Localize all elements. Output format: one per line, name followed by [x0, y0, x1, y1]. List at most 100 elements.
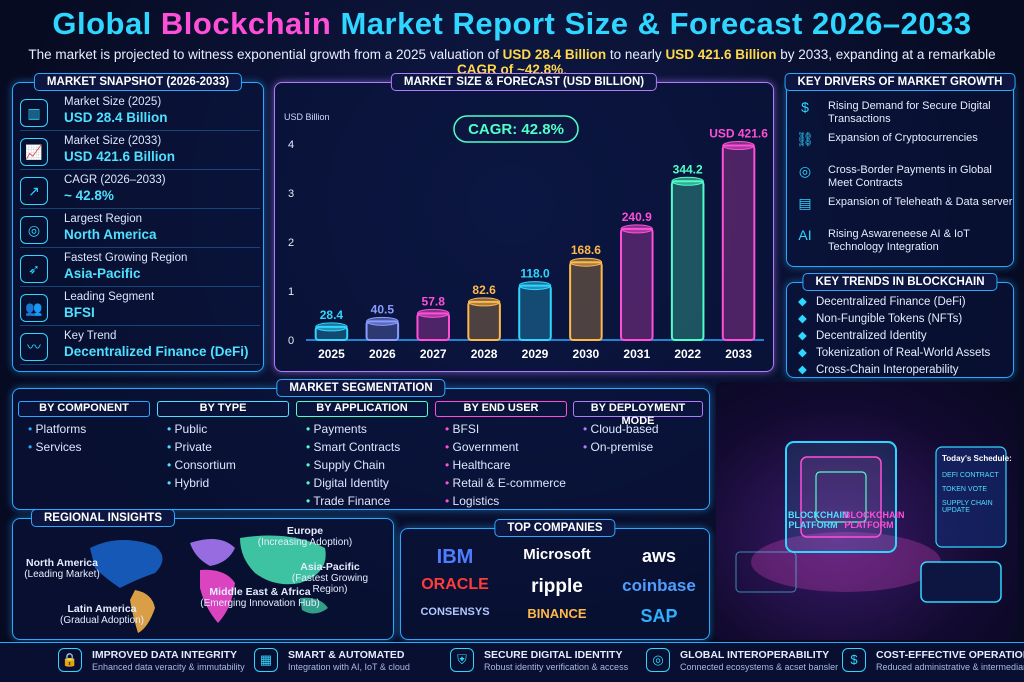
- title-global: Global: [52, 6, 152, 41]
- company-logo: SAP: [640, 606, 678, 626]
- trend-text: Decentralized Finance (DeFi): [816, 296, 966, 308]
- region-label: North America (Leading Market): [22, 558, 102, 581]
- snapshot-item: ➶ Fastest Growing Region Asia-Pacific: [20, 251, 260, 287]
- server-icon: ▤: [798, 195, 812, 211]
- x-tick-label: 2029: [522, 347, 549, 361]
- snapshot-item: ◎ Largest Region North America: [20, 212, 260, 248]
- feature-desc: Integration with AI, IoT & cloud: [288, 662, 410, 672]
- hero-svg: [735, 441, 1007, 603]
- region-label: Latin America (Gradual Adoption): [52, 603, 152, 627]
- segment-item: • Hybrid: [167, 474, 209, 492]
- subtitle-value-2025: USD 28.4 Billion: [502, 47, 607, 62]
- bar-value-label: 240.9: [622, 210, 652, 224]
- region-note: (Fastest Growing Region): [291, 573, 369, 595]
- trend-item: ◆ Decentralized Finance (DeFi): [798, 294, 966, 310]
- segment-item-text: Cloud-based: [590, 422, 659, 436]
- subtitle-value-2033: USD 421.6 Billion: [665, 47, 777, 62]
- dollar-icon: $: [842, 648, 866, 672]
- cagr-badge: [453, 115, 579, 143]
- segment-item-text: On-premise: [590, 440, 654, 454]
- feature-title: GLOBAL INTEROPERABILITY: [680, 649, 830, 661]
- segment-header: BY END USER: [435, 401, 567, 417]
- shield-icon: ⛨: [450, 648, 474, 672]
- segment-item: • Consortium: [167, 456, 236, 474]
- users-icon: 👥: [20, 294, 48, 322]
- y-tick-label: 2: [288, 237, 294, 249]
- bar: [518, 284, 552, 342]
- snapshot-label: Market Size (2033): [64, 135, 162, 147]
- regional-title: REGIONAL INSIGHTS: [31, 509, 175, 527]
- trend-text: Decentralized Identity: [816, 330, 927, 342]
- driver-text: Expansion of Teleheath & Data server: [828, 196, 1013, 208]
- trend-bullet-icon: ◆: [798, 330, 807, 342]
- segment-bullet: •: [306, 494, 314, 508]
- region-name: Asia-Pacific: [300, 561, 360, 573]
- trend-bullet-icon: ◆: [798, 347, 807, 359]
- bar-cap: [467, 297, 501, 307]
- chart-title: MARKET SIZE & FORECAST (USD BILLION): [390, 73, 658, 91]
- y-tick-label: 3: [288, 188, 294, 200]
- driver-text: Expansion of Cryptocurrencies: [828, 132, 978, 144]
- region-name: Latin America: [67, 603, 137, 615]
- bar-value-label: 40.5: [371, 302, 395, 316]
- bar-cap: [671, 176, 704, 186]
- snapshot-label: Leading Segment: [64, 291, 155, 303]
- bar-value-label: 344.2: [673, 162, 703, 176]
- snapshot-value: BFSI: [64, 305, 95, 320]
- segment-header: BY TYPE: [157, 401, 289, 417]
- bar-cap: [366, 316, 399, 326]
- snapshot-value: USD 421.6 Billion: [64, 149, 176, 164]
- subtitle-mid2: by 2033, expanding at a remarkable: [776, 47, 996, 62]
- feature-title: SECURE DIGITAL IDENTITY: [484, 649, 623, 661]
- segment-bullet: •: [445, 494, 453, 508]
- segment-bullet: •: [583, 422, 591, 436]
- bar-cap: [416, 308, 450, 318]
- trend-item: ◆ Cross-Chain Interoperability: [798, 362, 959, 378]
- segment-item: • Retail & E-commerce: [445, 474, 566, 492]
- segment-item: • On-premise: [583, 438, 653, 456]
- trend-bullet-icon: ◆: [798, 296, 807, 308]
- phone-item-1: DEFI CONTRACT: [942, 472, 999, 479]
- subtitle-mid: to nearly: [606, 47, 666, 62]
- segment-item: • Digital Identity: [306, 474, 389, 492]
- segment-bullet: •: [583, 440, 591, 454]
- segment-bullet: •: [167, 422, 175, 436]
- trend-icon: ↗: [20, 177, 48, 205]
- globe-icon: ◎: [20, 216, 48, 244]
- drivers-panel: KEY DRIVERS OF MARKET GROWTH: [784, 73, 1016, 267]
- segment-item-text: Payments: [313, 422, 367, 436]
- y-axis-label: USD Billion: [284, 112, 330, 122]
- segment-item-text: Private: [174, 440, 212, 454]
- region-note: (Gradual Adoption): [60, 615, 144, 626]
- segment-item-text: BFSI: [452, 422, 480, 436]
- snapshot-value: USD 28.4 Billion: [64, 110, 168, 125]
- segment-item-text: Platforms: [35, 422, 87, 436]
- x-tick-label: 2030: [573, 347, 600, 361]
- bar-value-label: 168.6: [571, 243, 601, 257]
- phone-item-3: SUPPLY CHAIN UPDATE: [942, 500, 993, 514]
- segment-item-text: Trade Finance: [313, 494, 391, 508]
- cagr-label: CAGR: 42.8%: [468, 121, 564, 138]
- snapshot-item: ▥ Market Size (2025) USD 28.4 Billion: [20, 95, 260, 131]
- bar-value-label: 118.0: [520, 267, 550, 281]
- bar-cap: [315, 322, 348, 332]
- bar-cap: [569, 257, 603, 267]
- segment-header: BY APPLICATION: [296, 401, 428, 417]
- segment-item: • Private: [167, 438, 212, 456]
- trend-text: Cross-Chain Interoperability: [816, 364, 959, 376]
- bar-value-label: 82.6: [472, 283, 496, 297]
- bar-value-label: USD 421.6: [709, 127, 768, 141]
- region-name: Europe: [286, 525, 324, 537]
- segment-bullet: •: [445, 422, 453, 436]
- snapshot-title: MARKET SNAPSHOT (2026-2033): [33, 73, 243, 91]
- company-logo: IBM: [436, 546, 474, 568]
- segment-bullet: •: [306, 440, 314, 454]
- trends-panel: KEY TRENDS IN BLOCKCHAIN: [786, 273, 1014, 378]
- segment-bullet: •: [306, 476, 314, 490]
- segment-item: • Trade Finance: [306, 492, 390, 510]
- segment-item: • Payments: [306, 420, 367, 438]
- companies-title: TOP COMPANIES: [494, 519, 616, 537]
- segment-bullet: •: [445, 440, 453, 454]
- y-tick-label: 4: [288, 139, 294, 151]
- snapshot-label: Fastest Growing Region: [64, 252, 188, 264]
